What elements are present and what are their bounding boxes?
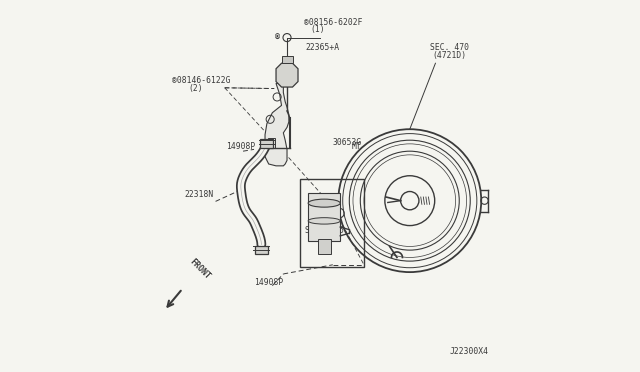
Text: 30653G: 30653G <box>333 138 362 147</box>
Text: (1): (1) <box>311 25 326 34</box>
Text: SEC. 305: SEC. 305 <box>305 227 344 235</box>
Text: 14908P: 14908P <box>227 142 256 151</box>
Bar <box>308 193 340 241</box>
Polygon shape <box>265 83 289 166</box>
Text: ®08156-6202F: ®08156-6202F <box>303 17 362 26</box>
Text: FRONT: FRONT <box>188 257 212 281</box>
Ellipse shape <box>308 199 340 207</box>
Bar <box>300 179 364 267</box>
Text: ®08146-6122G: ®08146-6122G <box>172 76 230 85</box>
Text: MT: MT <box>351 142 361 151</box>
Text: 22318N: 22318N <box>184 190 214 199</box>
Text: 22365+A: 22365+A <box>305 43 339 52</box>
Bar <box>282 56 292 63</box>
Text: J22300X4: J22300X4 <box>449 347 488 356</box>
Text: SEC. 470: SEC. 470 <box>430 43 469 52</box>
Ellipse shape <box>308 218 340 224</box>
Text: (30609): (30609) <box>306 234 340 243</box>
Text: 14908P: 14908P <box>254 278 284 287</box>
Bar <box>318 239 331 254</box>
Polygon shape <box>276 63 298 87</box>
Text: (4721D): (4721D) <box>433 51 467 60</box>
Text: (2): (2) <box>188 84 203 93</box>
Text: ®: ® <box>275 33 280 42</box>
Bar <box>260 140 273 148</box>
Bar <box>255 246 268 254</box>
Bar <box>268 138 275 148</box>
